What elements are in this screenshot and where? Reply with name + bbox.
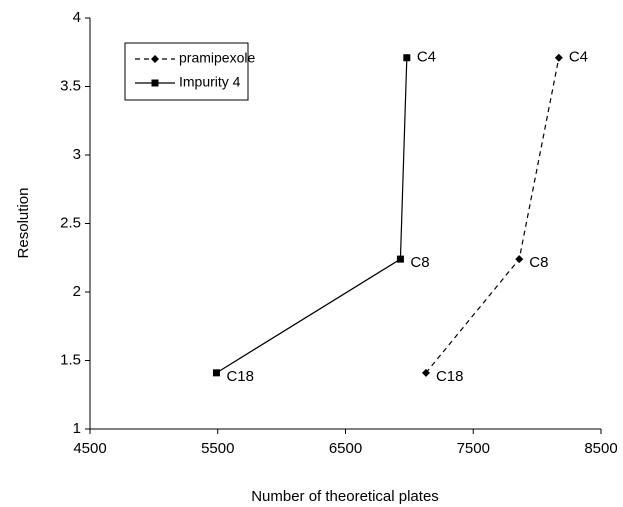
series-line [216,57,408,374]
point-label: C4 [417,49,436,66]
x-tick-label: 4500 [73,440,106,457]
marker [151,79,159,87]
point-label: C8 [529,254,548,271]
x-tick-label: 6500 [329,440,362,457]
y-axis-label: Resolution [15,188,32,259]
marker [396,255,404,263]
legend-box [124,42,249,101]
point-label: C18 [226,368,254,385]
y-tick-label: 3 [73,146,81,163]
y-tick-label: 1.5 [60,351,81,368]
marker [403,54,411,62]
point-label: C4 [569,49,588,66]
legend-label: pramipexole [179,50,255,66]
x-tick-label: 5500 [201,440,234,457]
y-tick-label: 4 [73,9,81,26]
y-tick-label: 3.5 [60,77,81,94]
x-axis-label: Number of theoretical plates [251,488,439,505]
marker [212,369,220,377]
marker [515,255,524,264]
marker [421,368,430,377]
series-line [425,57,560,374]
marker [554,53,563,62]
legend-label: Impurity 4 [179,74,241,90]
y-tick-label: 2 [73,283,81,300]
point-label: C8 [410,254,429,271]
point-label: C18 [436,368,464,385]
x-tick-label: 7500 [457,440,490,457]
marker [151,55,159,63]
y-tick-label: 1 [73,420,81,437]
y-tick-label: 2.5 [60,214,81,231]
x-tick-label: 8500 [584,440,617,457]
